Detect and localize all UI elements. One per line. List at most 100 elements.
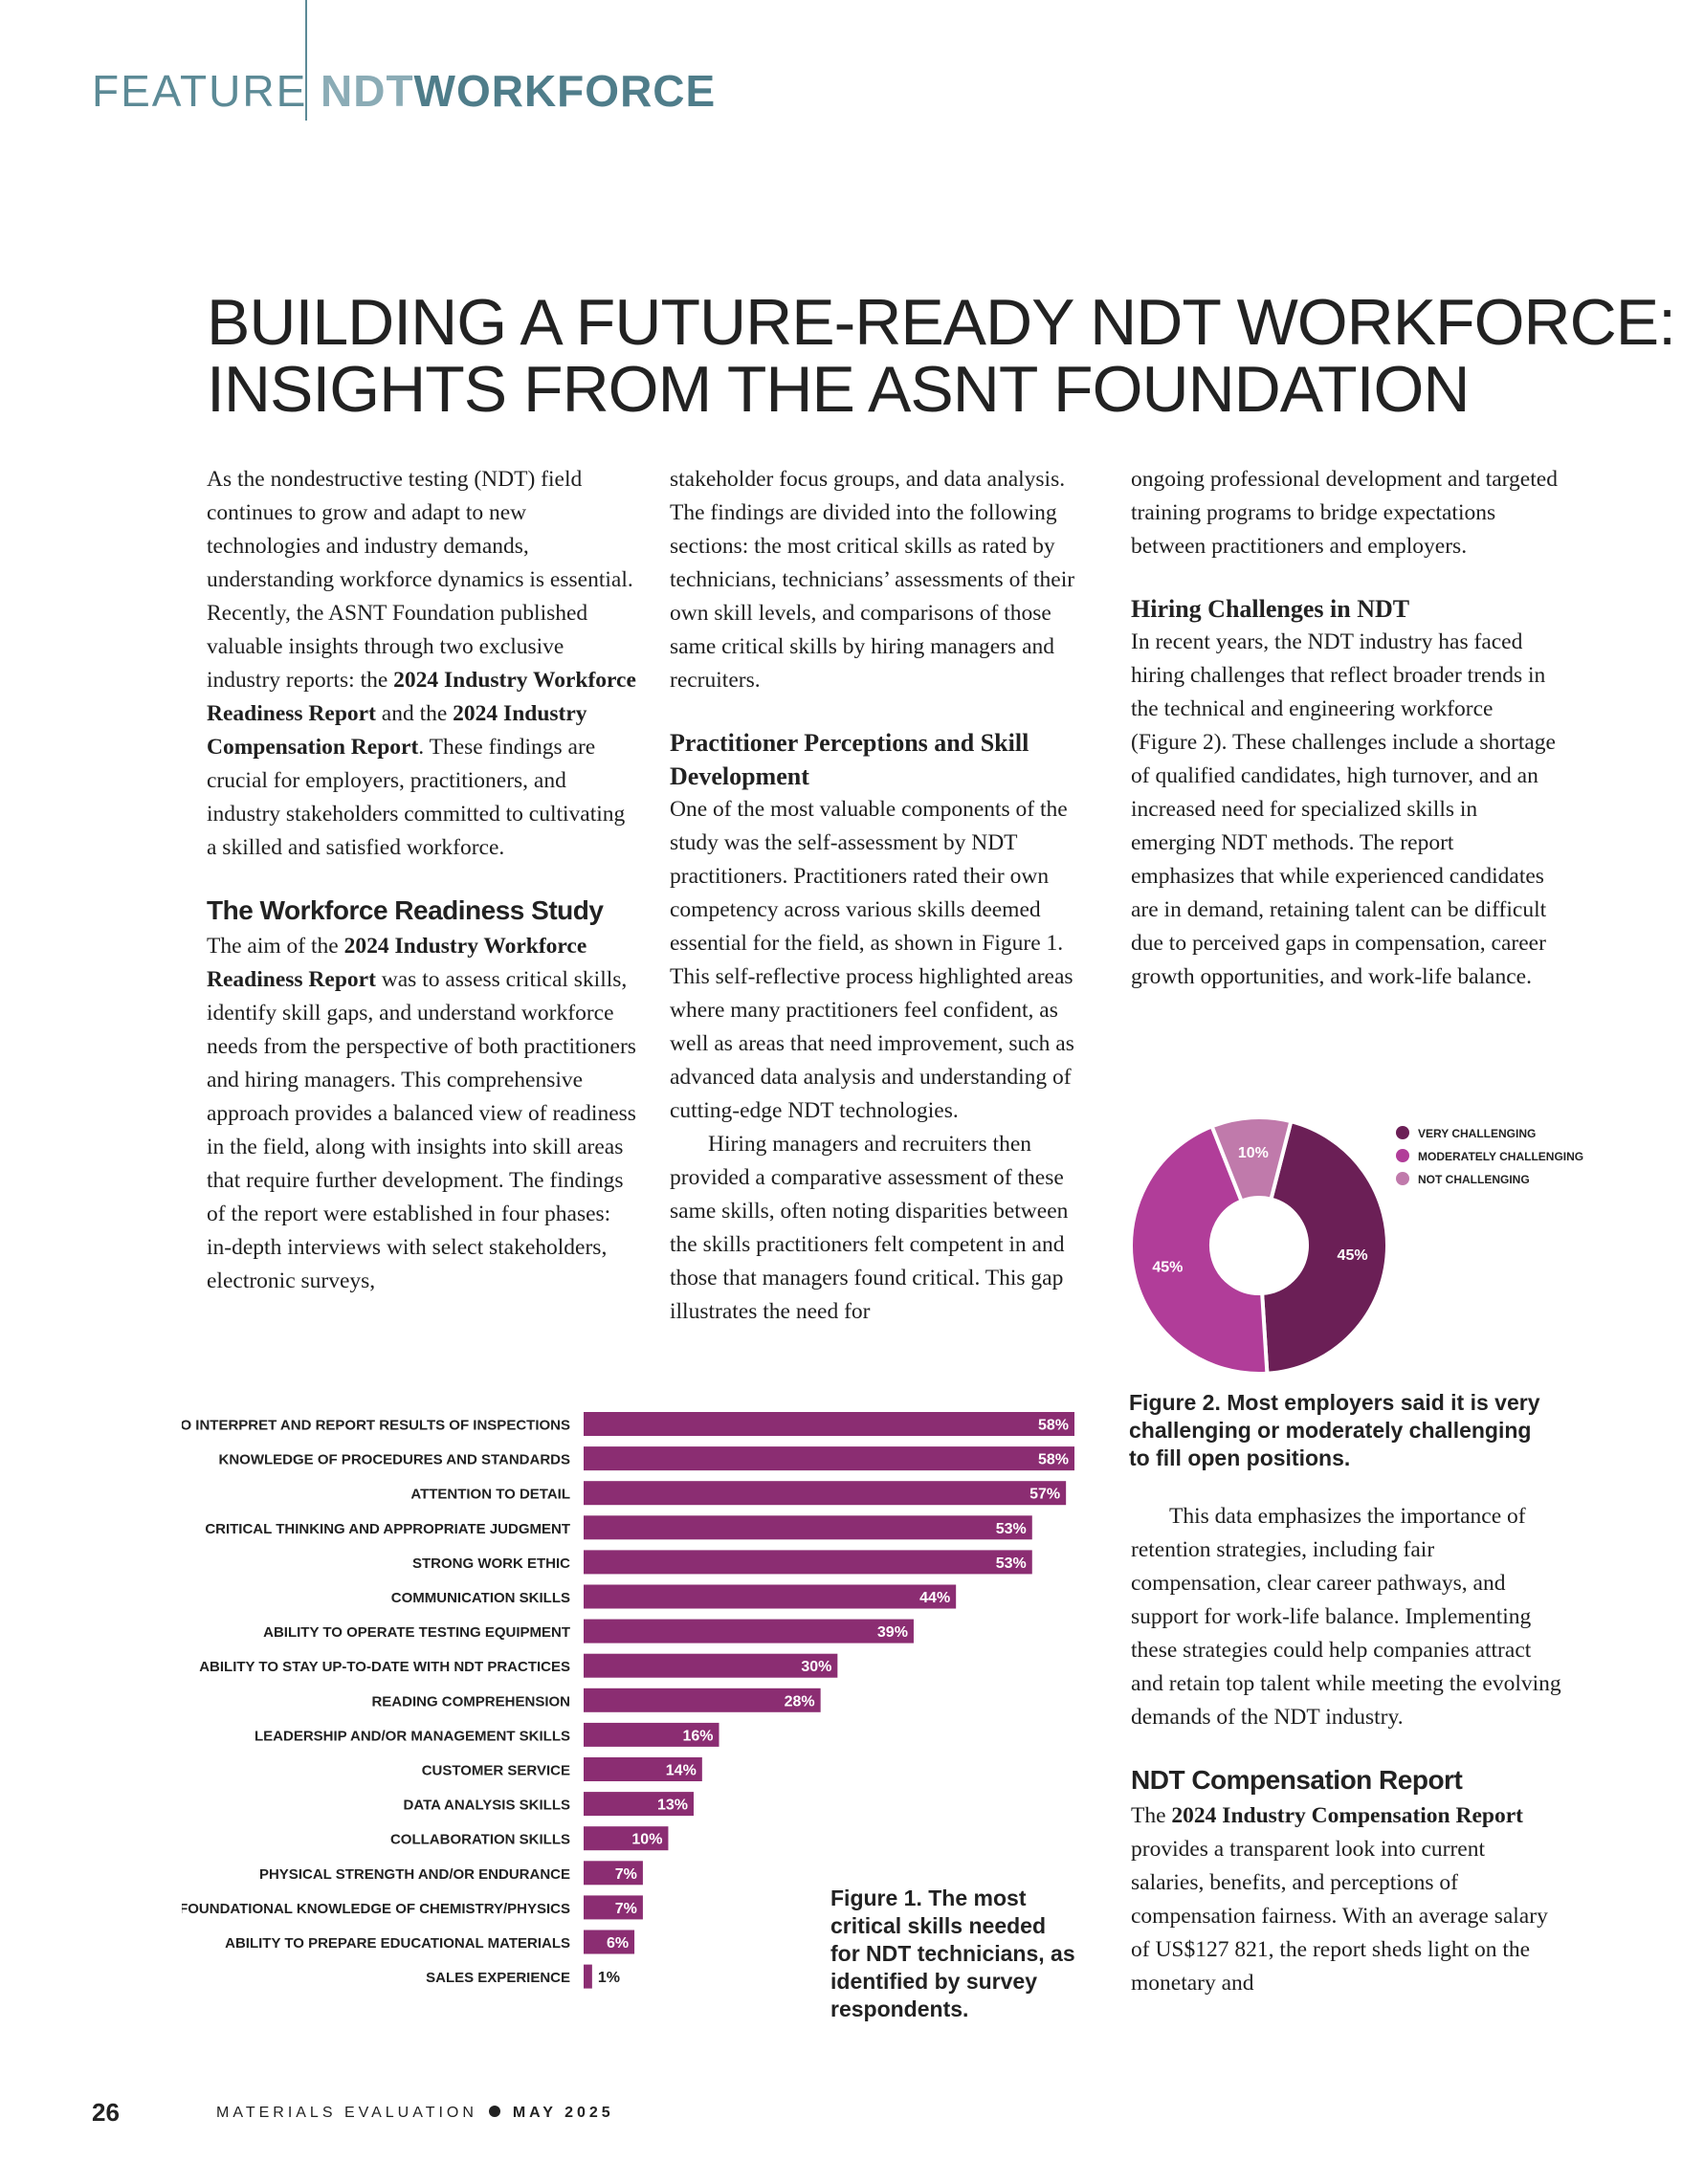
column-2: stakeholder focus groups, and data analy… <box>670 463 1100 1329</box>
compensation-text-c: provides a transparent look into current… <box>1131 1837 1548 1996</box>
column-3-bottom: This data emphasizes the importance of r… <box>1131 1500 1561 2000</box>
bar-value-label: 58% <box>1038 1452 1069 1468</box>
bar-value-label: 44% <box>919 1590 950 1606</box>
bar-value-label: 30% <box>801 1659 831 1675</box>
bar-category-label: ABILITY TO PREPARE EDUCATIONAL MATERIALS <box>225 1935 570 1952</box>
bar-value-label: 7% <box>615 1866 637 1883</box>
readiness-text-c: was to assess critical skills, identify … <box>207 967 636 1293</box>
bar <box>584 1861 643 1886</box>
bar-category-label: COLLABORATION SKILLS <box>390 1832 570 1848</box>
feature-label: FEATURE <box>92 66 308 116</box>
bar-category-label: FOUNDATIONAL KNOWLEDGE OF CHEMISTRY/PHYS… <box>182 1901 570 1917</box>
bar-value-label: 10% <box>631 1832 662 1848</box>
legend-swatch <box>1396 1172 1409 1185</box>
section-label: NDTWORKFORCE <box>321 65 716 117</box>
col2-paragraph-3: Hiring managers and recruiters then prov… <box>670 1132 1069 1324</box>
intro-report-title-1: 2024 Industry Workforce Readiness Report <box>207 668 636 726</box>
bar-category-label: ATTENTION TO DETAIL <box>410 1487 570 1503</box>
column-1: As the nondestructive testing (NDT) fiel… <box>207 463 637 1298</box>
col3-paragraph-3: This data emphasizes the importance of r… <box>1131 1504 1561 1730</box>
bar-category-label: ABILITY TO STAY UP-TO-DATE WITH NDT PRAC… <box>199 1659 570 1675</box>
slice-value-label: 45% <box>1152 1259 1183 1275</box>
bar <box>584 1688 821 1712</box>
bar <box>584 1584 957 1609</box>
legend-swatch <box>1396 1126 1409 1139</box>
bar <box>584 1826 669 1851</box>
bar-value-label: 13% <box>657 1798 688 1814</box>
col3-paragraph-1: ongoing professional development and tar… <box>1131 467 1558 559</box>
bar-category-label: LEADERSHIP AND/OR MANAGEMENT SKILLS <box>255 1728 570 1744</box>
header-divider <box>305 0 307 121</box>
bar-value-label: 39% <box>877 1624 908 1641</box>
figure-1-bar-chart: ABILITY TO INTERPRET AND REPORT RESULTS … <box>182 1412 1074 1989</box>
bar-category-label: STRONG WORK ETHIC <box>412 1555 570 1572</box>
heading-practitioner-perceptions: Practitioner Perceptions and Skill Devel… <box>670 729 1029 790</box>
bar-category-label: KNOWLEDGE OF PROCEDURES AND STANDARDS <box>218 1452 570 1468</box>
col3-paragraph-4: The 2024 Industry Compensation Report pr… <box>1131 1799 1561 2000</box>
slice-value-label: 45% <box>1338 1247 1368 1264</box>
bar-value-label: 1% <box>598 1970 620 1986</box>
bar-category-label: CRITICAL THINKING AND APPROPRIATE JUDGME… <box>205 1521 570 1537</box>
legend-label: VERY CHALLENGING <box>1418 1127 1536 1140</box>
article-title-line1: BUILDING A FUTURE-READY NDT WORKFORCE: <box>207 286 1676 359</box>
bar-category-label: ABILITY TO OPERATE TESTING EQUIPMENT <box>263 1624 570 1641</box>
readiness-report-title: 2024 Industry Workforce Readiness Report <box>207 934 587 992</box>
col3-paragraph-2: In recent years, the NDT industry has fa… <box>1131 629 1556 989</box>
bar <box>584 1550 1032 1575</box>
figure-1-caption: Figure 1. The most critical skills neede… <box>830 1886 1075 2021</box>
legend-label: NOT CHALLENGING <box>1418 1173 1530 1186</box>
intro-text-d: . These findings are crucial for employe… <box>207 735 626 860</box>
bar-value-label: 53% <box>996 1521 1027 1537</box>
heading-compensation-report: NDT Compensation Report <box>1131 1765 1463 1795</box>
bar <box>584 1619 914 1644</box>
bar <box>584 1446 1074 1471</box>
section-label-part1: NDT <box>321 66 414 116</box>
bar-category-label: READING COMPREHENSION <box>371 1693 570 1710</box>
intro-text-c: and the <box>375 701 454 726</box>
slice-moderately-challenging <box>1129 1123 1270 1376</box>
legend-label: MODERATELY CHALLENGING <box>1418 1150 1583 1163</box>
bar-category-label: ABILITY TO INTERPRET AND REPORT RESULTS … <box>182 1418 570 1434</box>
bar-value-label: 57% <box>1029 1487 1060 1503</box>
bar <box>584 1792 694 1817</box>
bar-value-label: 6% <box>607 1935 629 1952</box>
intro-report-title-2: 2024 Industry Compensation Report <box>207 701 587 760</box>
intro-text-a: As the nondestructive testing (NDT) fiel… <box>207 467 633 693</box>
bar-category-label: CUSTOMER SERVICE <box>422 1763 570 1779</box>
compensation-report-title: 2024 Industry Compensation Report <box>1171 1803 1523 1828</box>
publication-line: MATERIALS EVALUATION MAY 2025 <box>216 2105 614 2122</box>
bar-category-label: SALES EXPERIENCE <box>426 1970 570 1986</box>
col2-paragraph-1: stakeholder focus groups, and data analy… <box>670 467 1075 693</box>
figure-2-caption: Figure 2. Most employers said it is very… <box>1129 1390 1540 1470</box>
bar <box>584 1653 838 1678</box>
compensation-text-a: The <box>1131 1803 1172 1828</box>
col2-paragraph-2: One of the most valuable components of t… <box>670 797 1074 1123</box>
bar-category-label: COMMUNICATION SKILLS <box>391 1590 570 1606</box>
bar <box>584 1515 1032 1540</box>
slice-not-challenging <box>1209 1115 1294 1204</box>
page-number: 26 <box>92 2098 120 2127</box>
bar <box>584 1722 719 1747</box>
issue-date: MAY 2025 <box>512 2105 614 2121</box>
readiness-text-a: The aim of the <box>207 934 344 959</box>
bar-value-label: 16% <box>682 1728 713 1744</box>
legend-swatch <box>1396 1149 1409 1162</box>
slice-very-challenging <box>1260 1118 1389 1376</box>
heading-workforce-readiness: The Workforce Readiness Study <box>207 895 604 925</box>
intro-paragraph: As the nondestructive testing (NDT) fiel… <box>207 463 637 865</box>
bar-value-label: 7% <box>615 1901 637 1917</box>
bullet-dot <box>489 2106 501 2117</box>
column-3-top: ongoing professional development and tar… <box>1131 463 1561 994</box>
bar <box>584 1412 1074 1436</box>
bar-value-label: 28% <box>785 1693 815 1710</box>
bar-category-label: DATA ANALYSIS SKILLS <box>404 1798 570 1814</box>
article-title-line2: INSIGHTS FROM THE ASNT FOUNDATION <box>207 353 1471 426</box>
bar <box>584 1757 702 1781</box>
bar <box>584 1895 643 1920</box>
section-label-part2: WORKFORCE <box>413 66 717 116</box>
bar <box>584 1930 635 1954</box>
readiness-paragraph: The aim of the 2024 Industry Workforce R… <box>207 930 637 1298</box>
bar-value-label: 58% <box>1038 1418 1069 1434</box>
bar-value-label: 53% <box>996 1555 1027 1572</box>
figure-2-donut-chart: 45% 45% 10% VERY CHALLENGING MODERATELY CHAL… <box>1129 1115 1583 1376</box>
